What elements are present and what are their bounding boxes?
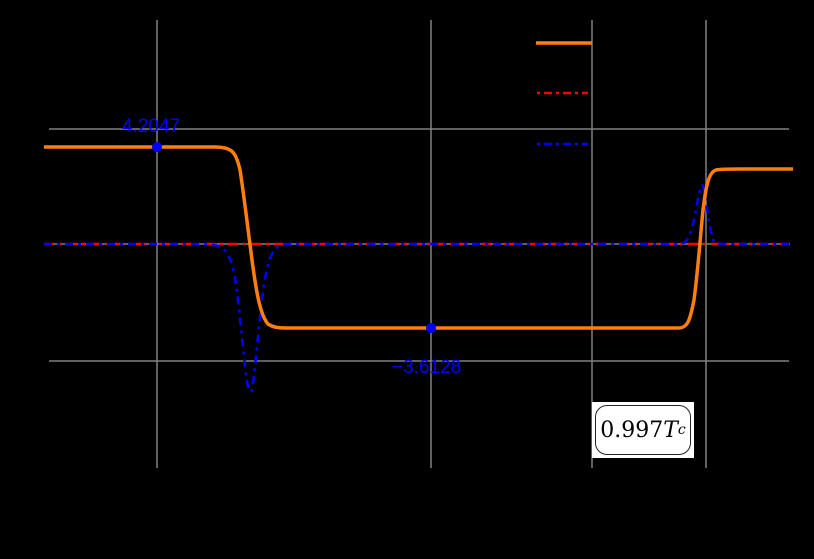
max-marker [152, 142, 162, 152]
temperature-subscript: c [677, 422, 686, 438]
max-value-label: 4.2047 [122, 116, 181, 137]
series-1-line [44, 145, 793, 330]
min-value-label: −3.6128 [392, 357, 462, 378]
temperature-symbol: T [663, 417, 678, 443]
temperature-value: 0.997 [600, 417, 664, 443]
min-marker [426, 323, 436, 333]
legend [536, 41, 592, 146]
series-3-line [44, 184, 793, 394]
